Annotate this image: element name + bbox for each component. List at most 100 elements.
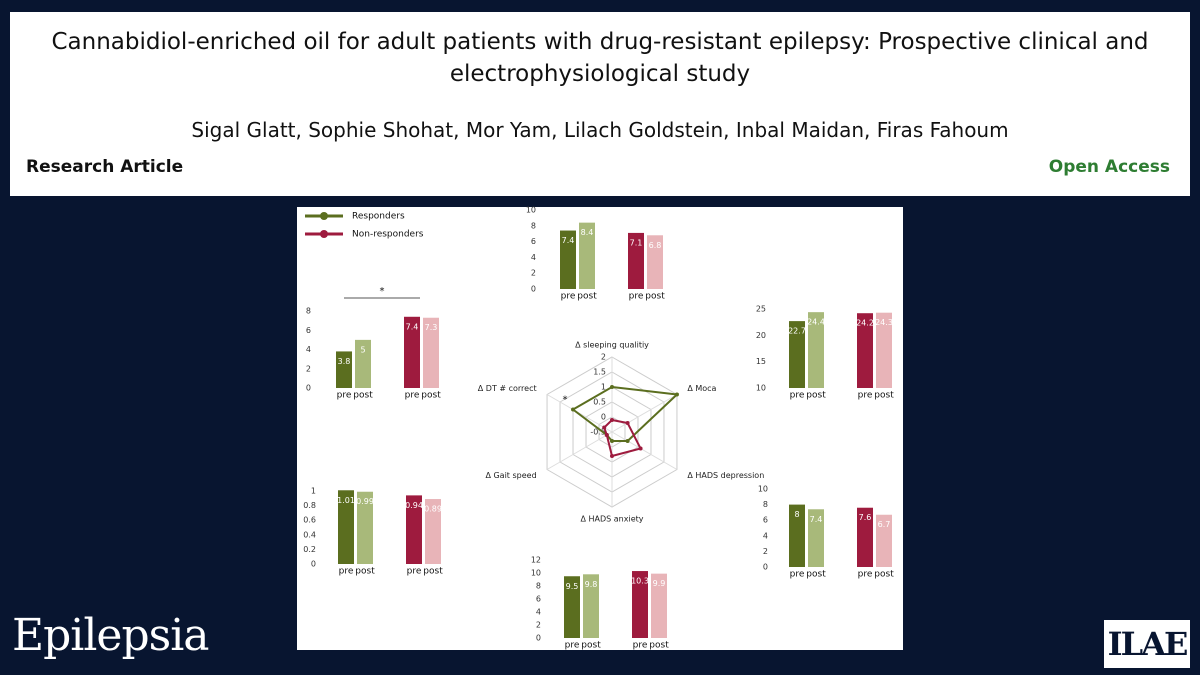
y-tick-label: 0 xyxy=(311,560,316,569)
y-tick-label: 0.4 xyxy=(303,530,316,539)
y-tick-label: 4 xyxy=(536,608,541,617)
value-label: 0.99 xyxy=(356,497,374,506)
bar xyxy=(876,514,892,567)
category-label: pre xyxy=(405,391,420,401)
bar xyxy=(789,504,805,567)
value-label: 24.3 xyxy=(875,318,893,327)
value-label: 5 xyxy=(360,345,365,354)
value-label: 7.4 xyxy=(810,515,823,524)
category-label: post xyxy=(806,570,826,580)
y-tick-label: 2 xyxy=(536,621,541,630)
category-label: pre xyxy=(561,292,576,302)
bar xyxy=(632,571,648,638)
category-label: post xyxy=(355,567,375,577)
bar xyxy=(808,509,824,567)
society-logo: ILAE xyxy=(1104,620,1190,668)
y-tick-label: 10 xyxy=(531,569,541,578)
r-tick-label: 0 xyxy=(601,413,606,422)
bar xyxy=(876,312,892,388)
category-label: pre xyxy=(790,391,805,401)
bar xyxy=(647,235,663,289)
r-tick-label: 1 xyxy=(601,383,606,392)
legend-marker xyxy=(320,212,328,220)
category-label: pre xyxy=(858,391,873,401)
authors: Sigal Glatt, Sophie Shohat, Mor Yam, Lil… xyxy=(191,118,1009,142)
y-tick-label: 6 xyxy=(531,237,536,246)
category-label: post xyxy=(645,292,665,302)
annotation: * xyxy=(563,395,568,406)
value-label: 24.2 xyxy=(856,319,874,328)
axis-label: Δ Gait speed xyxy=(485,471,536,480)
journal-logo: Epilepsia xyxy=(12,610,210,661)
value-label: 7.4 xyxy=(406,322,419,331)
spoke xyxy=(611,394,678,433)
category-label: post xyxy=(577,292,597,302)
r-tick-label: 0.5 xyxy=(593,398,606,407)
value-label: 9.8 xyxy=(585,580,598,589)
y-tick-label: 15 xyxy=(756,357,766,366)
axis-label: Δ HADS depression xyxy=(687,471,764,480)
bar xyxy=(789,321,805,388)
bar xyxy=(423,317,439,388)
bar xyxy=(583,574,599,638)
category-label: pre xyxy=(633,641,648,651)
legend-label: Responders xyxy=(352,212,405,222)
article-type: Research Article xyxy=(26,157,184,177)
y-tick-label: 8 xyxy=(306,307,311,316)
radar-point xyxy=(571,407,576,412)
bar xyxy=(357,491,373,564)
bar xyxy=(808,312,824,388)
r-tick-label: 1.5 xyxy=(593,368,606,377)
value-label: 8.4 xyxy=(581,228,594,237)
value-label: 22.7 xyxy=(788,327,806,336)
y-tick-label: 0 xyxy=(763,563,768,572)
y-tick-label: 10 xyxy=(526,206,536,215)
legend-label: Non-responders xyxy=(352,230,424,240)
radar-point xyxy=(625,439,630,443)
header: Cannabidiol-enriched oil for adult patie… xyxy=(10,12,1190,196)
legend-marker xyxy=(320,230,328,238)
value-label: 0.94 xyxy=(405,501,423,510)
y-tick-label: 6 xyxy=(536,595,541,604)
value-label: 0.89 xyxy=(424,505,442,514)
y-tick-label: 4 xyxy=(763,531,768,540)
y-tick-label: 0 xyxy=(536,634,541,643)
y-tick-label: 0.8 xyxy=(303,501,316,510)
value-label: 9.5 xyxy=(566,582,579,591)
bar xyxy=(651,573,667,638)
axis-label: Δ HADS anxiety xyxy=(580,515,643,524)
y-tick-label: 1 xyxy=(311,487,316,496)
y-tick-label: 0 xyxy=(306,384,311,393)
radar-point xyxy=(602,425,607,430)
bar xyxy=(425,499,441,564)
y-tick-label: 4 xyxy=(531,253,536,262)
value-label: 6.7 xyxy=(878,520,891,529)
spoke xyxy=(611,431,678,470)
bar xyxy=(406,495,422,564)
category-label: post xyxy=(423,567,443,577)
bar xyxy=(355,339,371,388)
category-label: post xyxy=(874,391,894,401)
value-label: 3.8 xyxy=(338,357,351,366)
radar-point xyxy=(625,421,630,425)
category-label: pre xyxy=(337,391,352,401)
bar xyxy=(579,222,595,289)
bar xyxy=(628,232,644,289)
value-label: 9.9 xyxy=(653,579,666,588)
value-label: 8 xyxy=(794,510,799,519)
y-tick-label: 6 xyxy=(306,326,311,335)
y-tick-label: 2 xyxy=(306,364,311,373)
category-label: post xyxy=(806,391,826,401)
y-tick-label: 8 xyxy=(536,582,541,591)
category-label: pre xyxy=(339,567,354,577)
axis-label: Δ DT # correct xyxy=(478,384,537,393)
y-tick-label: 0.2 xyxy=(303,545,316,554)
bar xyxy=(560,230,576,289)
category-label: pre xyxy=(565,641,580,651)
value-label: 7.3 xyxy=(425,323,438,332)
y-tick-label: 8 xyxy=(763,500,768,509)
y-tick-label: 0 xyxy=(531,285,536,294)
